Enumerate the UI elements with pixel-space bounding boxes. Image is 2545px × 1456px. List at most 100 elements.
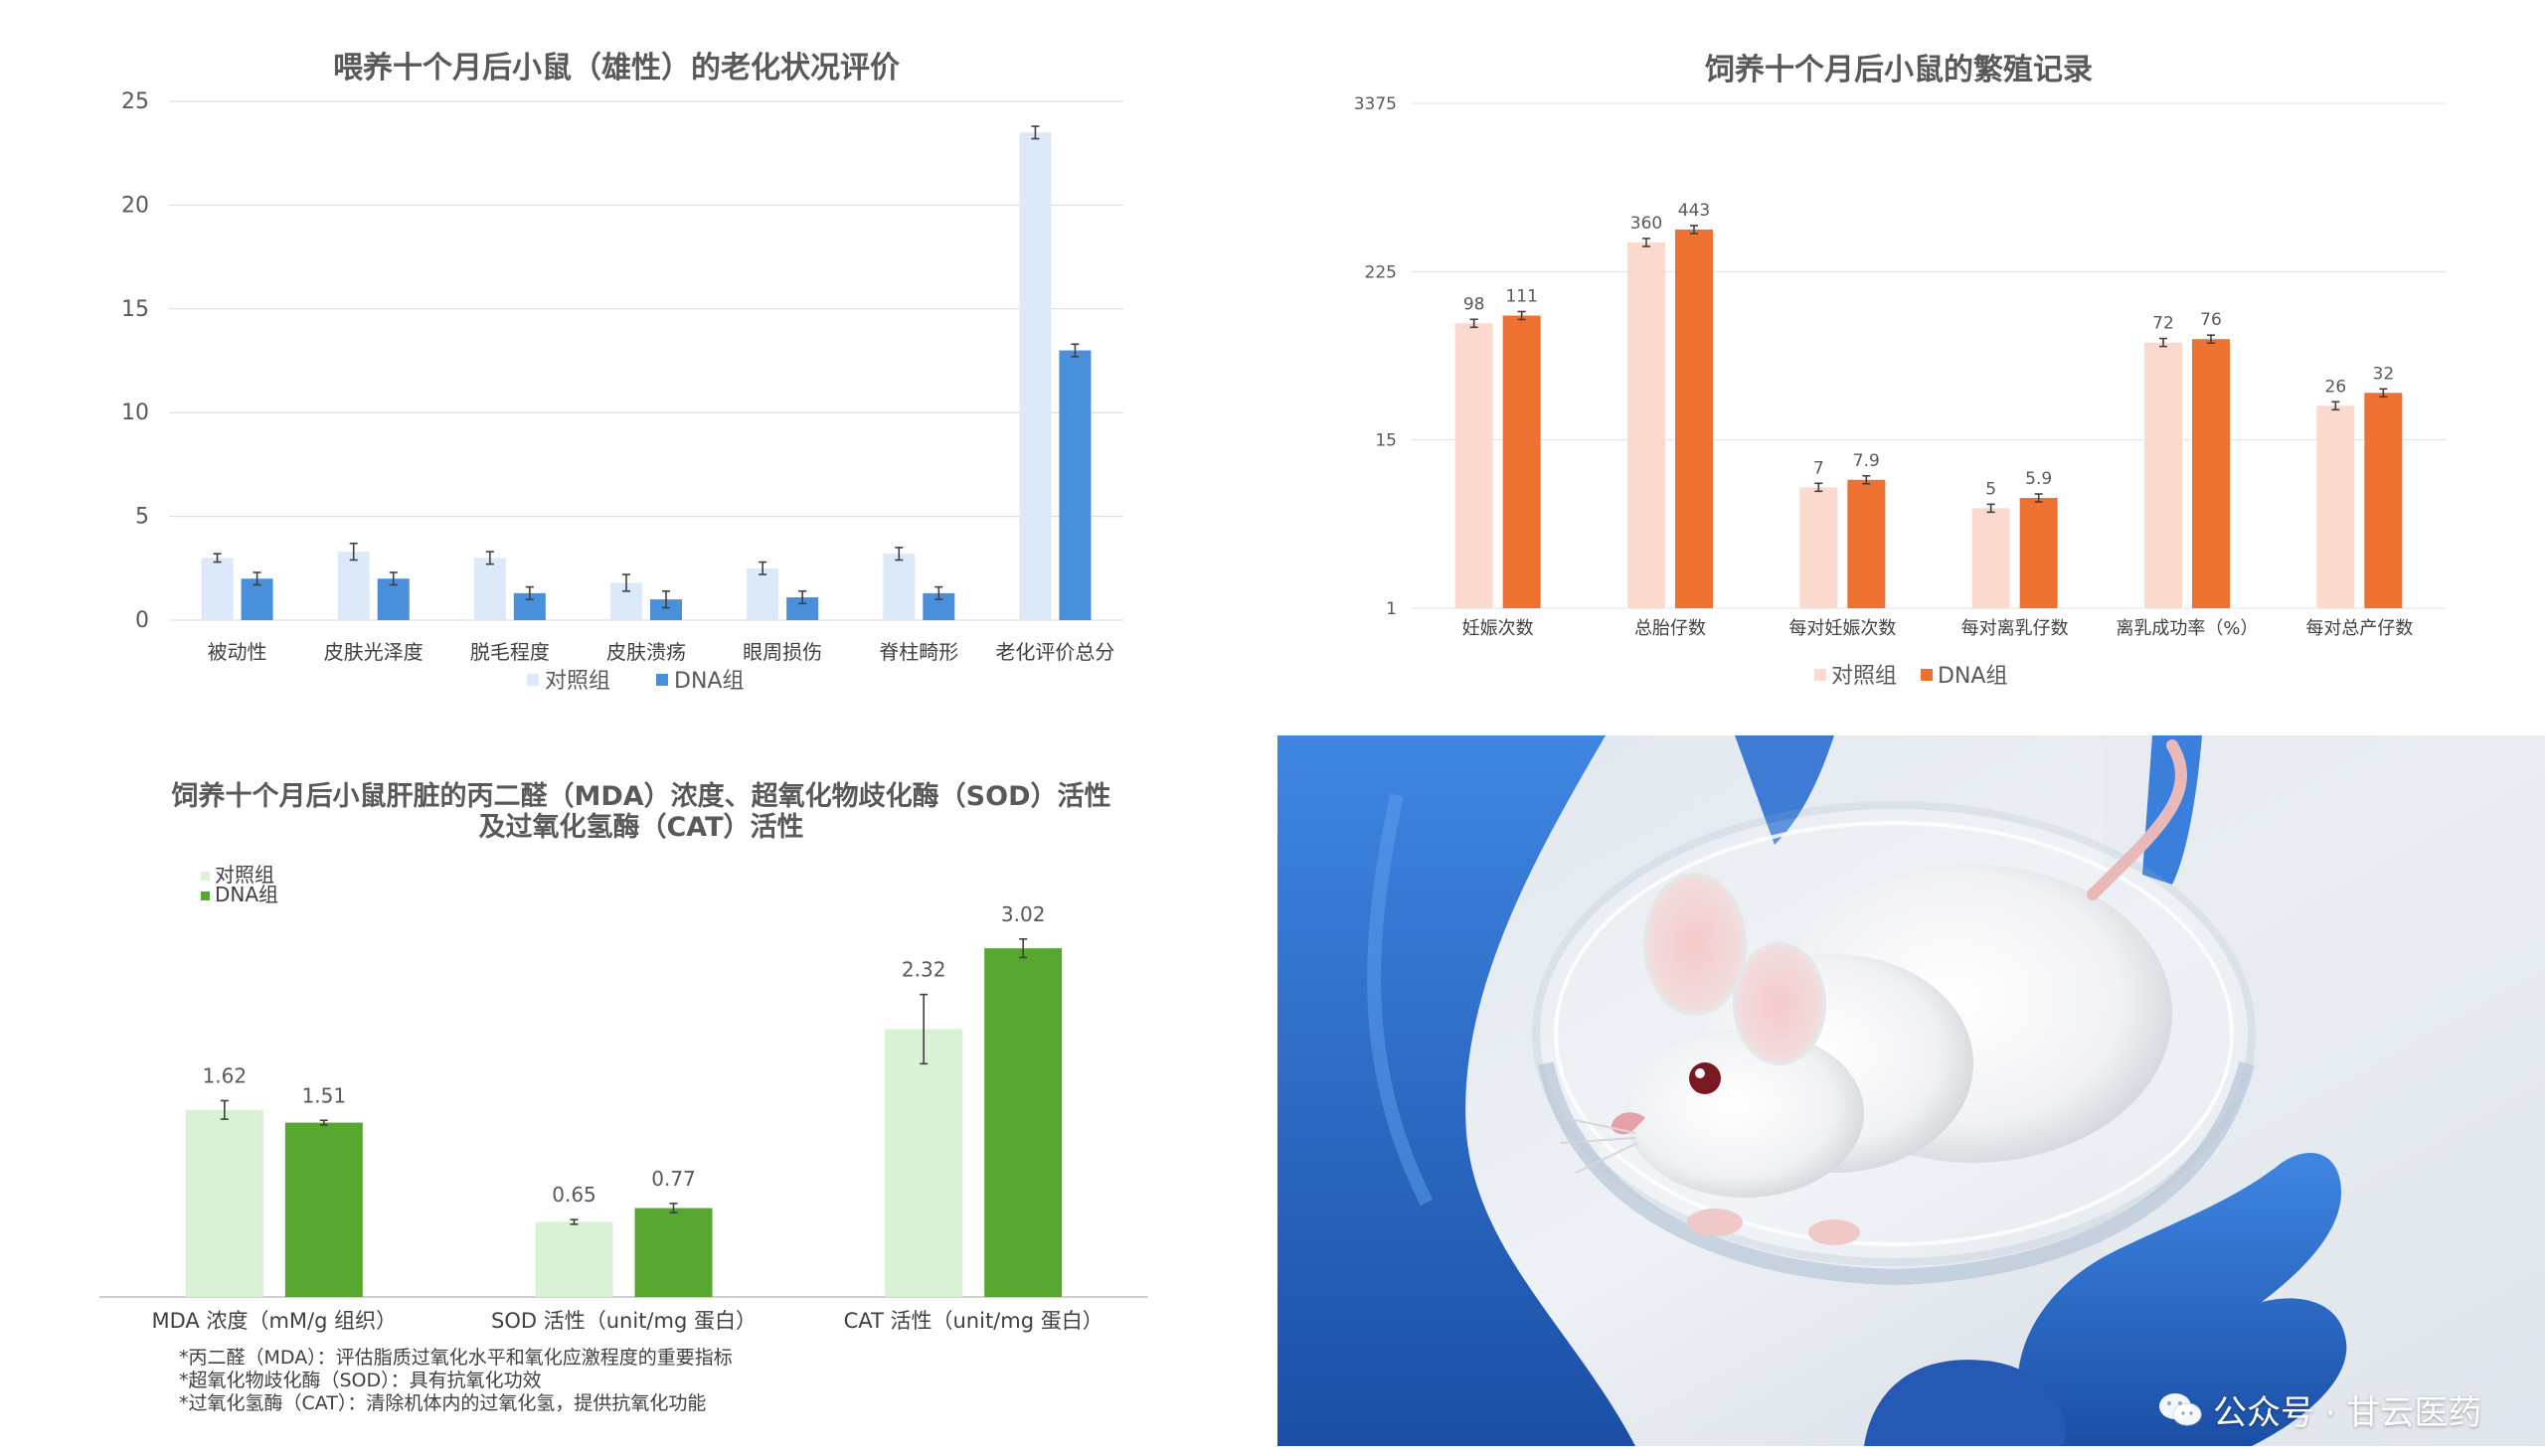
chart1-category-label: 被动性 xyxy=(208,640,267,664)
footnote-sod: *超氧化物歧化酶（SOD）：具有抗氧化功效 xyxy=(179,1370,542,1391)
chart2-category-label: 每对离乳仔数 xyxy=(1961,618,2069,639)
liver-enzyme-chart-panel: 饲养十个月后小鼠肝脏的丙二醛（MDA）浓度、超氧化物歧化酶（SOD）活性 及过氧化… xyxy=(0,755,1193,1352)
footnote-cat: *过氧化氢酶（CAT）：清除机体内的过氧化氢，提供抗氧化功能 xyxy=(179,1392,707,1414)
chart3-title: 饲养十个月后小鼠肝脏的丙二醛（MDA）浓度、超氧化物歧化酶（SOD）活性 xyxy=(171,780,1111,812)
chart1-legend-label: 对照组 xyxy=(545,669,610,694)
chart2-legend-label: 对照组 xyxy=(1831,664,1897,689)
chart2-data-label: 5.9 xyxy=(2025,469,2052,489)
chart1-bar-control xyxy=(201,558,234,620)
mouse-eye xyxy=(1689,1062,1721,1094)
chart1-legend-swatch xyxy=(527,674,539,686)
chart3-bar-control xyxy=(535,1221,613,1297)
chart2-bar-dna xyxy=(2019,498,2058,608)
chart1-bar-dna xyxy=(786,597,819,620)
chart3-category-label: SOD 活性（unit/mg 蛋白） xyxy=(491,1309,757,1333)
chart2-data-label: 5 xyxy=(1985,479,1996,499)
chart3-legend-label: DNA组 xyxy=(215,883,278,906)
chart2-data-label: 7.9 xyxy=(1853,451,1880,471)
chart3-data-label: 0.77 xyxy=(651,1167,696,1191)
watermark: 公众号 · 甘云医药 xyxy=(2157,1381,2515,1437)
chart3-data-label: 1.51 xyxy=(302,1083,347,1107)
mouse-head xyxy=(1625,1029,1864,1198)
photo-illustration xyxy=(1277,735,2545,1446)
footnote-mda: *丙二醛（MDA）：评估脂质过氧化水平和氧化应激程度的重要指标 xyxy=(179,1347,733,1369)
chart2-bar-dna xyxy=(1847,479,1886,608)
chart2-bar-dna xyxy=(2364,393,2403,608)
chart2-y-tick: 225 xyxy=(1365,262,1397,282)
chart3-legend-label: 对照组 xyxy=(215,863,274,887)
chart1-bar-control xyxy=(1019,132,1052,620)
chart1-y-tick: 20 xyxy=(121,193,149,218)
chart1-bar-control xyxy=(883,554,916,620)
chart2-bar-dna xyxy=(2192,339,2230,608)
chart1-legend-swatch xyxy=(656,674,668,686)
chart2-category-label: 每对妊娠次数 xyxy=(1788,618,1896,639)
chart1-y-tick: 5 xyxy=(135,505,149,530)
lab-mouse-photo xyxy=(1277,735,2545,1446)
chart3-data-label: 0.65 xyxy=(552,1183,596,1207)
chart3-category-label: CAT 活性（unit/mg 蛋白） xyxy=(844,1309,1103,1333)
chart2-data-label: 32 xyxy=(2373,364,2395,384)
chart2-bar-control xyxy=(1799,487,1838,608)
chart1-y-tick: 0 xyxy=(135,608,149,633)
chart1-bar-dna xyxy=(650,599,682,620)
chart2-legend-label: DNA组 xyxy=(1938,664,2007,689)
chart3-data-label: 3.02 xyxy=(1001,902,1046,926)
liver-enzyme-chart: 饲养十个月后小鼠肝脏的丙二醛（MDA）浓度、超氧化物歧化酶（SOD）活性及过氧化… xyxy=(99,780,1148,1333)
mouse-ear-right xyxy=(1733,942,1826,1065)
chart2-category-label: 离乳成功率（%） xyxy=(2116,618,2258,639)
chart1-category-label: 眼周损伤 xyxy=(743,640,822,664)
chart3-data-label: 2.32 xyxy=(902,958,946,982)
chart1-y-tick: 10 xyxy=(121,401,149,425)
chart2-data-label: 360 xyxy=(1630,214,1662,234)
chart2-category-label: 妊娠次数 xyxy=(1462,618,1534,639)
chart2-bar-control xyxy=(1454,323,1493,608)
chart3-legend-swatch xyxy=(201,891,210,900)
wechat-icon xyxy=(2159,1393,2202,1426)
chart1-category-label: 皮肤溃疡 xyxy=(606,640,686,664)
chart2-legend-swatch xyxy=(1814,669,1826,681)
chart1-y-tick: 15 xyxy=(121,297,149,322)
chart1-category-label: 脱毛程度 xyxy=(470,640,550,664)
chart1-bar-control xyxy=(747,567,779,620)
chart2-y-tick: 15 xyxy=(1375,431,1397,451)
chart3-bar-control xyxy=(885,1029,963,1297)
chart1-bar-dna xyxy=(1059,350,1092,620)
chart1-y-tick: 25 xyxy=(121,89,149,114)
chart2-data-label: 26 xyxy=(2325,377,2347,397)
chart1-legend-label: DNA组 xyxy=(674,669,744,694)
chart3-legend-swatch xyxy=(201,872,210,881)
chart1-bar-control xyxy=(473,558,506,620)
chart2-bar-control xyxy=(2316,405,2355,608)
chart2-y-tick: 1 xyxy=(1386,599,1397,619)
chart2-bar-dna xyxy=(1502,315,1541,608)
reproduction-chart-panel: 饲养十个月后小鼠的繁殖记录 3375 225 15 1 98 111 妊娠次数 360 443 总胎… xyxy=(1272,0,2545,726)
chart2-legend-swatch xyxy=(1921,669,1933,681)
chart3-data-label: 1.62 xyxy=(203,1064,248,1088)
chart1-category-label: 皮肤光泽度 xyxy=(324,640,424,664)
chart2-bar-control xyxy=(2144,342,2182,608)
chart1-title: 喂养十个月后小鼠（雄性）的老化状况评价 xyxy=(333,51,900,85)
chart1-bar-control xyxy=(337,552,370,620)
reproduction-chart: 饲养十个月后小鼠的繁殖记录 3375 225 15 1 98 111 妊娠次数 360 443 总胎… xyxy=(1354,53,2446,689)
chart2-data-label: 72 xyxy=(2152,314,2174,334)
right-glove xyxy=(2017,1153,2347,1446)
watermark-text: 公众号 · 甘云医药 xyxy=(2213,1392,2482,1433)
chart1-category-label: 脊柱畸形 xyxy=(879,640,958,664)
chart2-bar-control xyxy=(1627,242,1665,608)
chart2-category-label: 每对总产仔数 xyxy=(2305,618,2413,639)
chart2-data-label: 7 xyxy=(1813,458,1824,478)
chart3-bar-dna xyxy=(634,1208,713,1297)
chart3-bar-dna xyxy=(284,1122,363,1297)
chart3-title-line2: 及过氧化氢酶（CAT）活性 xyxy=(478,812,803,843)
mouse-tail xyxy=(2087,739,2187,900)
mouse-ear-left xyxy=(1643,873,1747,1016)
footnotes: *丙二醛（MDA）：评估脂质过氧化水平和氧化应激程度的重要指标 *超氧化物歧化酶… xyxy=(179,1347,934,1415)
left-glove xyxy=(1277,735,1635,1446)
chart2-title: 饲养十个月后小鼠的繁殖记录 xyxy=(1704,53,2093,87)
chart3-bar-control xyxy=(185,1109,263,1297)
chart1-category-label: 老化评价总分 xyxy=(995,640,1114,664)
chart3-bar-dna xyxy=(984,948,1063,1297)
chart2-data-label: 111 xyxy=(1505,287,1537,307)
chart2-category-label: 总胎仔数 xyxy=(1634,618,1706,639)
